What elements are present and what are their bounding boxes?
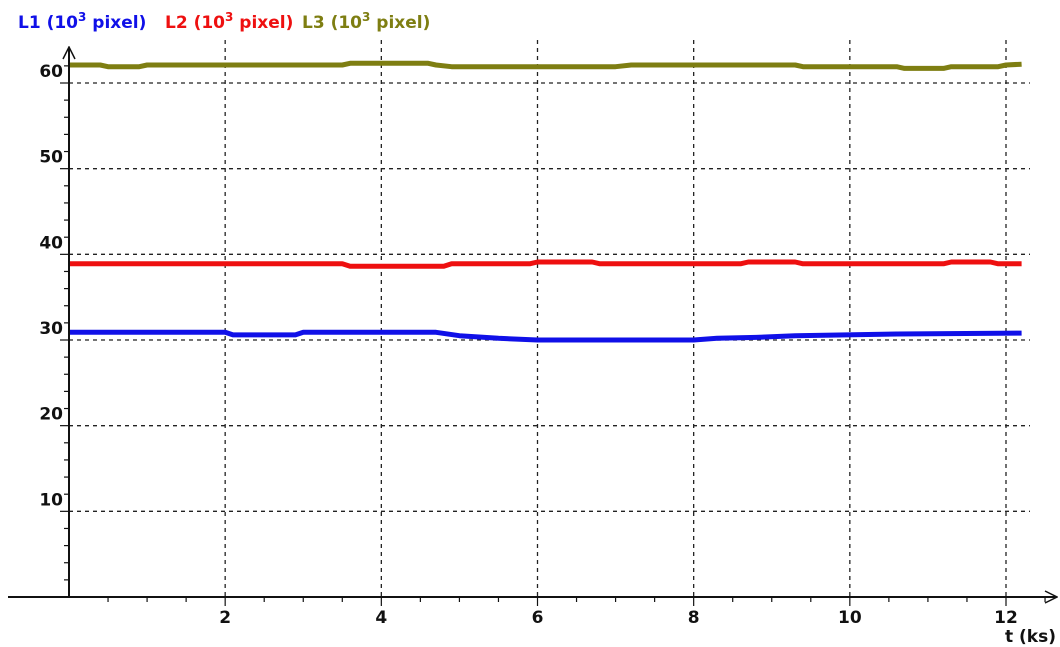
legend-entry-l3-sup: 3 — [362, 10, 370, 24]
legend-entry-l1-name: L1 (10 — [18, 13, 78, 33]
grid-lines — [69, 40, 1030, 597]
legend-entry-l2-name: L2 (10 — [165, 13, 225, 33]
legend-entry-l1: L1 (103 pixel) — [18, 10, 146, 33]
y-tick-label-50: 50 — [39, 148, 63, 168]
y-tick-label-20: 20 — [39, 405, 63, 425]
data-series — [69, 60, 1022, 343]
series-line-l1 — [69, 329, 1022, 343]
x-tick-label-6: 6 — [532, 608, 544, 628]
x-tick-label-10: 10 — [838, 608, 862, 628]
legend-entry-l1-unit: pixel) — [86, 13, 146, 33]
x-tick-label-8: 8 — [688, 608, 700, 628]
x-tick-label-4: 4 — [375, 608, 387, 628]
legend-entry-l3: L3 (103 pixel) — [302, 10, 430, 33]
y-tick-label-60: 60 — [39, 62, 63, 82]
legend-entry-l3-unit: pixel) — [370, 13, 430, 33]
y-tick-label-10: 10 — [39, 490, 63, 510]
series-line-l2 — [69, 259, 1022, 269]
series-line-l3 — [69, 60, 1022, 71]
x-tick-label-2: 2 — [219, 608, 231, 628]
axes — [8, 48, 1056, 597]
legend-entry-l1-sup: 3 — [78, 10, 86, 24]
y-tick-label-30: 30 — [39, 319, 63, 339]
legend-entry-l2-unit: pixel) — [233, 13, 293, 33]
legend-entry-l2: L2 (103 pixel) — [165, 10, 293, 33]
x-axis-title: t (ks) — [1005, 627, 1056, 647]
y-tick-label-40: 40 — [39, 233, 63, 253]
tick-labels: 10 20 30 40 50 60 2 4 6 8 10 12 — [39, 62, 1018, 628]
legend-entry-l3-name: L3 (10 — [302, 13, 362, 33]
legend-entry-l2-sup: 3 — [225, 10, 233, 24]
chart-legend: L1 (103 pixel) L2 (103 pixel) L3 (103 pi… — [18, 10, 430, 33]
x-tick-label-12: 12 — [994, 608, 1018, 628]
